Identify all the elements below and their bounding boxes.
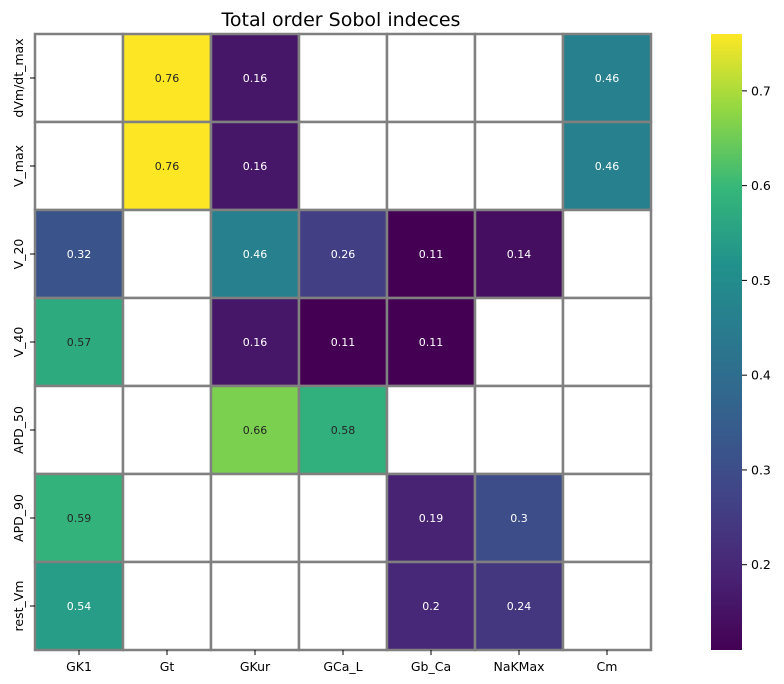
heatmap-cell [297, 32, 389, 124]
heatmap-cell-labels: 0.76 0.16 0.46 0.76 0.16 0.46 0.32 0.46 0.26 0.11… [67, 72, 620, 613]
colorbar-tick-label: 0.7 [751, 83, 771, 98]
heatmap-cell [561, 208, 653, 300]
cell-value-label: 0.54 [67, 600, 92, 613]
heatmap-cell [33, 472, 125, 564]
cell-value-label: 0.46 [595, 72, 620, 85]
heatmap-cell [473, 32, 565, 124]
heatmap-cell [121, 560, 213, 652]
heatmap-cell [561, 296, 653, 388]
heatmap-cell [561, 560, 653, 652]
x-tick-label: Cm [597, 659, 618, 674]
colorbar-tick-label: 0.5 [751, 273, 771, 288]
y-tick-label: rest_Vm [11, 581, 26, 632]
x-tick-label: GKur [240, 659, 271, 674]
y-tick-label: V_40 [11, 327, 26, 358]
colorbar-tick-label: 0.3 [751, 462, 771, 477]
heatmap-cell [385, 208, 477, 300]
heatmap-cell [561, 120, 653, 212]
cell-value-label: 0.26 [331, 248, 356, 261]
heatmap-cell [297, 472, 389, 564]
colorbar-tick-label: 0.4 [751, 368, 771, 383]
heatmap-cell [209, 120, 301, 212]
cell-value-label: 0.16 [243, 160, 268, 173]
cell-value-label: 0.11 [419, 336, 444, 349]
heatmap-cell [561, 384, 653, 476]
cell-value-label: 0.58 [331, 424, 356, 437]
heatmap-cell [33, 120, 125, 212]
heatmap-cell [297, 120, 389, 212]
heatmap-cell [121, 296, 213, 388]
cell-value-label: 0.46 [595, 160, 620, 173]
cell-value-label: 0.11 [331, 336, 356, 349]
cell-value-label: 0.14 [507, 248, 532, 261]
cell-value-label: 0.59 [67, 512, 92, 525]
heatmap-cell [209, 472, 301, 564]
y-tick-label: APD_90 [11, 494, 26, 542]
heatmap-cell [473, 120, 565, 212]
colorbar [711, 34, 742, 650]
heatmap-cell [209, 560, 301, 652]
colorbar-tick-label: 0.2 [751, 557, 771, 572]
chart-title: Total order Sobol indeces [221, 9, 461, 31]
cell-value-label: 0.76 [155, 160, 180, 173]
heatmap-cell [385, 32, 477, 124]
x-tick-label: NaKMax [493, 659, 544, 674]
heatmap-cell [33, 32, 125, 124]
heatmap-cell [121, 208, 213, 300]
colorbar-ticks: 0.2 0.3 0.4 0.5 0.6 0.7 [742, 83, 771, 572]
cell-value-label: 0.24 [507, 600, 532, 613]
x-tick-label: Gt [160, 659, 175, 674]
heatmap-cell [561, 472, 653, 564]
heatmap-cell [121, 472, 213, 564]
heatmap-cell [209, 384, 301, 476]
y-tick-label: V_20 [11, 239, 26, 270]
x-tick-label: GK1 [66, 659, 92, 674]
cell-value-label: 0.2 [422, 600, 440, 613]
cell-value-label: 0.16 [243, 336, 268, 349]
heatmap-cell [121, 32, 213, 124]
cell-value-label: 0.3 [510, 512, 528, 525]
heatmap-cell [33, 296, 125, 388]
cell-value-label: 0.76 [155, 72, 180, 85]
cell-value-label: 0.57 [67, 336, 92, 349]
heatmap-cell [385, 120, 477, 212]
heatmap-cell [297, 560, 389, 652]
heatmap-cell [473, 560, 565, 652]
x-tick-label: Gb_Ca [411, 659, 451, 674]
heatmap-cells [33, 32, 653, 652]
cell-value-label: 0.11 [419, 248, 444, 261]
y-axis-ticks: dVm/dt_max V_max V_20 V_40 APD_50 APD_90 rest_… [11, 38, 35, 631]
cell-value-label: 0.32 [67, 248, 92, 261]
colorbar-tick-label: 0.6 [751, 178, 771, 193]
heatmap-cell [33, 384, 125, 476]
x-axis-ticks: GK1 Gt GKur GCa_L Gb_Ca NaKMax Cm [66, 650, 617, 674]
cell-value-label: 0.19 [419, 512, 444, 525]
heatmap-cell [385, 384, 477, 476]
heatmap-cell [121, 384, 213, 476]
y-tick-label: V_max [11, 145, 26, 187]
heatmap-cell [473, 296, 565, 388]
heatmap-cell [385, 560, 477, 652]
cell-value-label: 0.46 [243, 248, 268, 261]
heatmap-cell [473, 384, 565, 476]
heatmap-cell [209, 208, 301, 300]
cell-value-label: 0.66 [243, 424, 268, 437]
y-tick-label: APD_50 [11, 406, 26, 454]
heatmap-cell [473, 208, 565, 300]
heatmap-cell [297, 208, 389, 300]
cell-value-label: 0.16 [243, 72, 268, 85]
y-tick-label: dVm/dt_max [11, 38, 26, 117]
x-tick-label: GCa_L [323, 659, 362, 674]
